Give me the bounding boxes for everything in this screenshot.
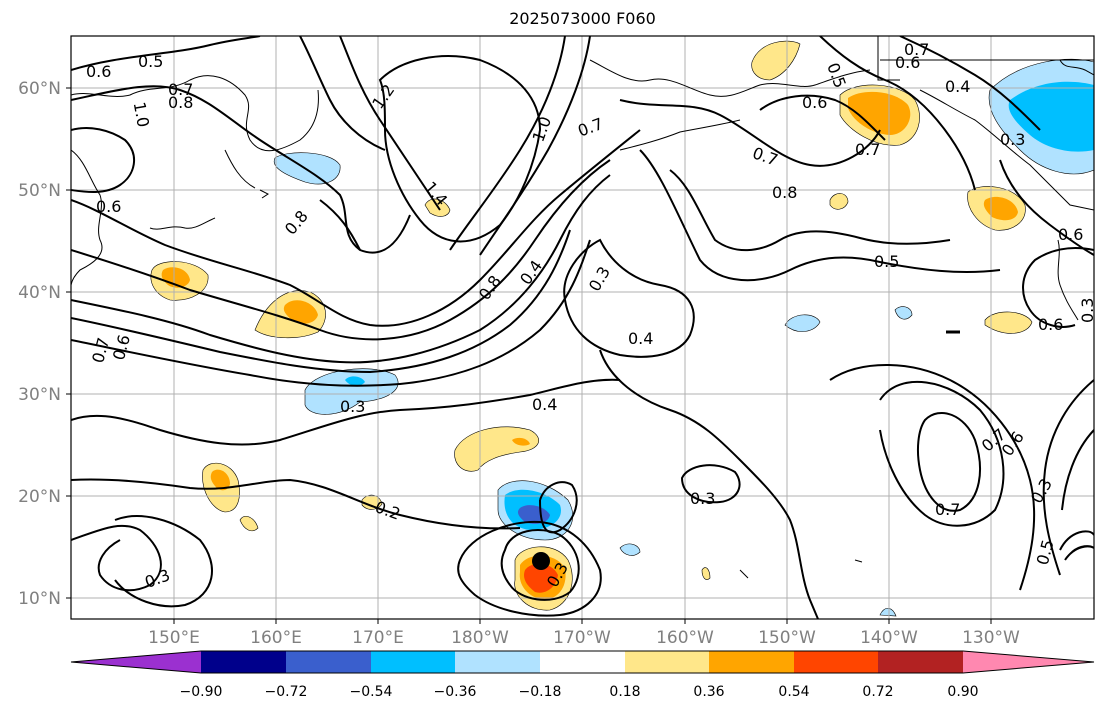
lon-label: 160°E: [250, 628, 302, 648]
axis-ticks: [66, 87, 992, 624]
colorbar-segment: [625, 651, 709, 673]
contour-label: 0.8: [772, 183, 797, 202]
graticule: [71, 36, 1094, 619]
contour-label: 0.5: [138, 52, 163, 71]
colorbar-tick-label: 0.18: [609, 684, 640, 700]
contour-label: 0.6: [1058, 225, 1083, 244]
colorbar-tick-label: −0.72: [265, 684, 308, 700]
contour-lines: [71, 36, 1094, 619]
contour-label: 0.7: [904, 40, 929, 59]
lon-label: 140°W: [860, 628, 918, 648]
colorbar-segment: [540, 651, 625, 673]
colorbar-tick-label: 0.72: [862, 684, 893, 700]
contour-label: 0.4: [628, 329, 653, 348]
lon-label: 150°W: [758, 628, 816, 648]
lat-label: 20°N: [18, 487, 61, 507]
contour-label: 0.7: [935, 500, 960, 519]
contour-label: 0.4: [945, 77, 970, 96]
colorbar-segment: [455, 651, 540, 673]
colorbar-segment: [963, 651, 1094, 673]
colorbar: [70, 650, 1095, 674]
colorbar-outline: [70, 650, 1095, 674]
coastlines: [71, 36, 1094, 579]
lon-label: 160°W: [656, 628, 714, 648]
colorbar-tick-label: −0.18: [519, 684, 562, 700]
longitude-labels: 150°E 160°E 170°E 180°W 170°W 160°W 150°…: [148, 628, 1020, 648]
lon-label: 170°W: [553, 628, 611, 648]
colorbar-tick-label: 0.54: [778, 684, 809, 700]
lon-label: 180°W: [451, 628, 509, 648]
lon-label: 130°W: [962, 628, 1020, 648]
contour-label: 0.3: [1078, 298, 1097, 323]
colorbar-segment: [201, 651, 286, 673]
contour-label: 0.8: [168, 93, 193, 112]
lat-label: 50°N: [18, 181, 61, 201]
colorbar-tick-label: −0.54: [350, 684, 393, 700]
contour-label: 0.7: [168, 80, 193, 99]
colorbar-tick-label: −0.36: [434, 684, 477, 700]
colorbar-segment: [71, 651, 201, 673]
contour-label: 0.6: [96, 197, 121, 216]
colorbar-tick-label: 0.90: [947, 684, 978, 700]
lon-label: 150°E: [148, 628, 200, 648]
colorbar-tick-label: 0.36: [693, 684, 724, 700]
lat-label: 10°N: [18, 589, 61, 609]
contour-label: 0.3: [690, 489, 715, 508]
contour-label: 0.5: [874, 252, 899, 271]
colorbar-segment: [794, 651, 878, 673]
colorbar-labels: −0.90 −0.72 −0.54 −0.36 −0.18 0.18 0.36 …: [180, 684, 979, 700]
lat-label: 40°N: [18, 283, 61, 303]
contour-label: 0.7: [855, 140, 880, 159]
lat-label: 30°N: [18, 385, 61, 405]
map-title: 2025073000 F060: [509, 9, 656, 28]
colorbar-tick-label: −0.90: [180, 684, 223, 700]
colorbar-segment: [709, 651, 794, 673]
colorbar-segment: [878, 651, 963, 673]
lat-label: 60°N: [18, 79, 61, 99]
contour-label: 0.6: [802, 93, 827, 112]
colorbar-segment: [286, 651, 371, 673]
contour-label: 0.3: [1000, 130, 1025, 149]
contour-label: 0.3: [340, 397, 365, 416]
latitude-labels: 60°N 50°N 40°N 30°N 20°N 10°N: [18, 79, 61, 609]
storm-center-marker: [532, 552, 550, 570]
contour-label: 1.0: [130, 100, 153, 128]
colorbar-segment: [371, 651, 455, 673]
contour-label: 0.6: [895, 53, 920, 72]
contour-label: 0.6: [86, 62, 111, 81]
map-area: 0.5 0.6 0.7 0.8 1.0 1.2 1.4 0.6 0.8 0.8 …: [71, 36, 1097, 619]
contour-label: 0.4: [532, 395, 557, 414]
contour-label: 0.6: [1038, 315, 1063, 334]
lon-label: 170°E: [352, 628, 404, 648]
